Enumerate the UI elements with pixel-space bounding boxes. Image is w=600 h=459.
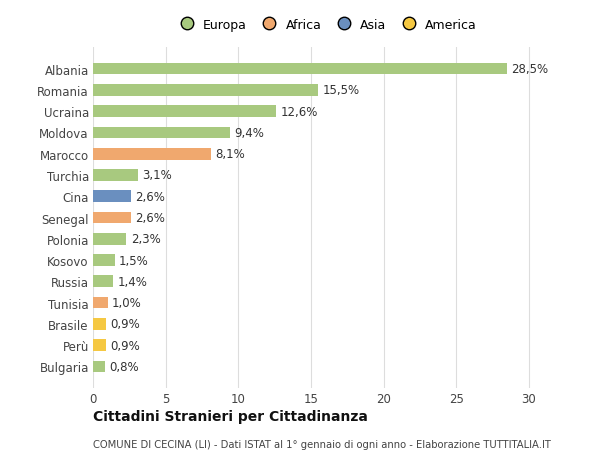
Bar [93, 255, 115, 266]
Bar [93, 191, 131, 202]
Bar [93, 85, 318, 96]
Bar [93, 361, 104, 372]
Bar [93, 64, 507, 75]
Bar [93, 127, 230, 139]
Text: 28,5%: 28,5% [511, 63, 548, 76]
Text: 12,6%: 12,6% [280, 106, 318, 118]
Text: Cittadini Stranieri per Cittadinanza: Cittadini Stranieri per Cittadinanza [93, 409, 368, 423]
Bar [93, 170, 138, 181]
Bar [93, 340, 106, 351]
Text: 9,4%: 9,4% [234, 127, 264, 140]
Text: 2,3%: 2,3% [131, 233, 161, 246]
Bar [93, 234, 127, 245]
Bar [93, 149, 211, 160]
Text: 2,6%: 2,6% [135, 190, 165, 203]
Text: 2,6%: 2,6% [135, 212, 165, 224]
Bar [93, 106, 276, 118]
Text: 1,4%: 1,4% [118, 275, 148, 288]
Text: COMUNE DI CECINA (LI) - Dati ISTAT al 1° gennaio di ogni anno - Elaborazione TUT: COMUNE DI CECINA (LI) - Dati ISTAT al 1°… [93, 440, 551, 449]
Text: 1,0%: 1,0% [112, 297, 142, 309]
Bar [93, 318, 106, 330]
Text: 3,1%: 3,1% [142, 169, 172, 182]
Bar [93, 276, 113, 287]
Text: 0,8%: 0,8% [109, 360, 139, 373]
Text: 8,1%: 8,1% [215, 148, 245, 161]
Text: 1,5%: 1,5% [119, 254, 149, 267]
Text: 0,9%: 0,9% [110, 318, 140, 330]
Text: 15,5%: 15,5% [323, 84, 360, 97]
Bar [93, 212, 131, 224]
Text: 0,9%: 0,9% [110, 339, 140, 352]
Legend: Europa, Africa, Asia, America: Europa, Africa, Asia, America [169, 14, 482, 37]
Bar [93, 297, 107, 309]
